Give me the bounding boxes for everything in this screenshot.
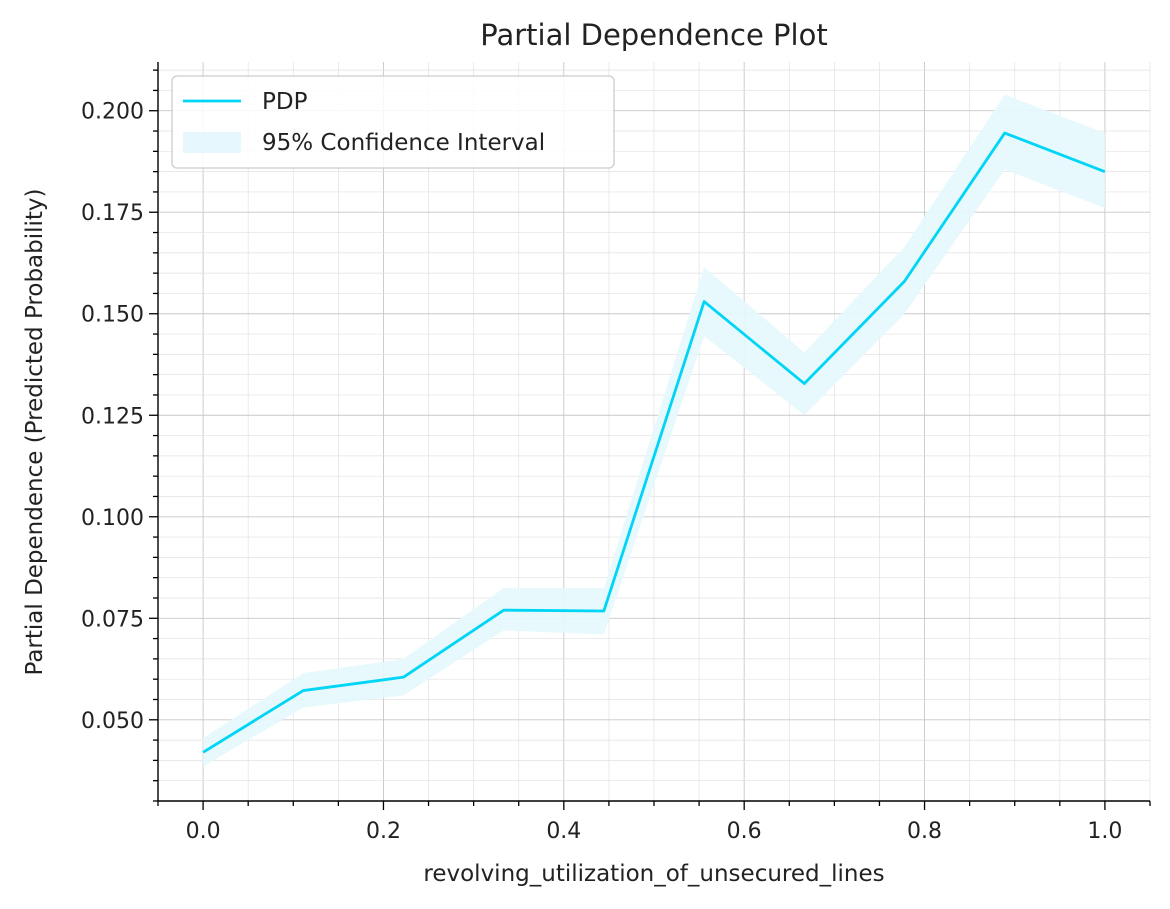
legend-ci-label: 95% Confidence Interval: [262, 130, 545, 156]
chart-title: Partial Dependence Plot: [480, 18, 827, 52]
pdp-line: [202, 131, 1106, 754]
legend-pdp-label: PDP: [262, 89, 308, 115]
y-tick-label: 0.175: [81, 201, 144, 226]
y-tick-label: 0.200: [81, 100, 144, 125]
y-tick-label: 0.150: [81, 303, 144, 328]
legend-ci-swatch: [183, 132, 241, 153]
x-tick-label: 0.2: [366, 819, 401, 844]
grid-lines: [157, 62, 1151, 802]
confidence-interval-band: [203, 94, 1105, 767]
x-tick-label: 0.6: [727, 819, 762, 844]
x-axis-ticks: 0.0 0.2 0.4 0.6 0.8 1.0: [157, 801, 1151, 844]
y-axis-label: Partial Dependence (Predicted Probabilit…: [22, 188, 48, 675]
x-tick-label: 1.0: [1087, 819, 1122, 844]
x-axis-label: revolving_utilization_of_unsecured_lines: [423, 861, 884, 887]
y-tick-label: 0.100: [81, 506, 144, 531]
legend: PDP 95% Confidence Interval: [171, 75, 615, 169]
x-tick-label: 0.4: [546, 819, 581, 844]
y-tick-label: 0.125: [81, 404, 144, 429]
y-tick-label: 0.050: [81, 709, 144, 734]
x-tick-label: 0.8: [907, 819, 942, 844]
legend-box: [171, 75, 615, 169]
y-tick-label: 0.075: [81, 607, 144, 632]
x-tick-label: 0.0: [186, 819, 221, 844]
y-axis-ticks: 0.050 0.075 0.100 0.125 0.150 0.175 0.200: [81, 69, 158, 802]
